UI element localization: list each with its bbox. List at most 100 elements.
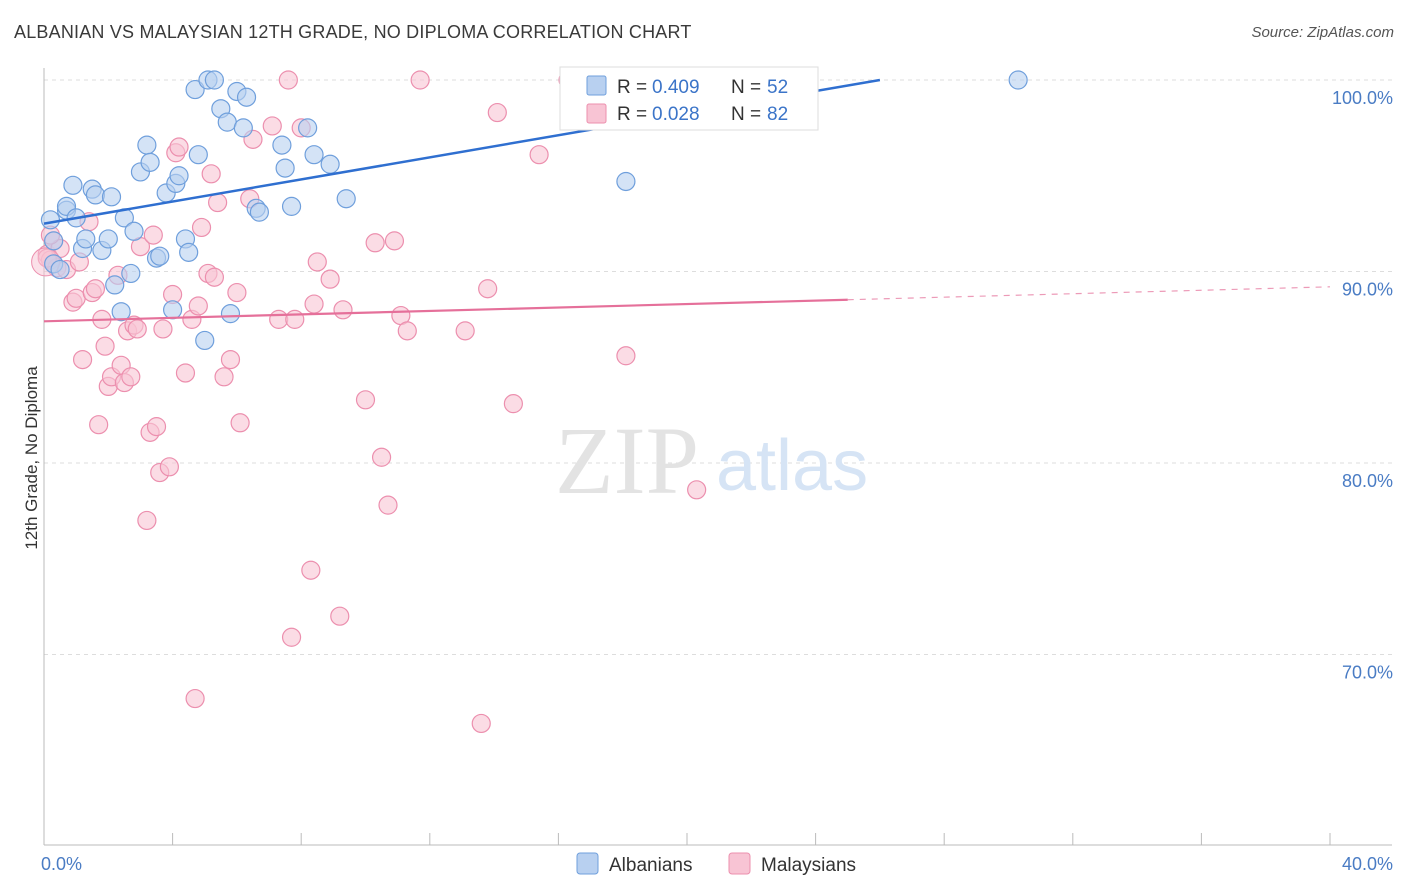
- albanian-point-48: [304, 145, 324, 165]
- albanian-point-13: [98, 229, 118, 249]
- malaysian-points: [31, 70, 707, 734]
- y-tick-label-3: 70.0%: [1342, 663, 1393, 683]
- malaysian-point-59: [307, 252, 327, 272]
- legend-swatch-malaysians: [586, 103, 607, 124]
- albanian-point-43: [249, 202, 270, 222]
- albanian-point-30: [179, 242, 199, 262]
- malaysian-point-67: [384, 231, 405, 251]
- albanian-points: [40, 70, 1028, 351]
- albanian-point-37: [217, 112, 237, 132]
- malaysian-point-73: [478, 279, 498, 299]
- albanian-point-19: [124, 221, 144, 241]
- bottom-legend-swatch-malaysians: [728, 852, 751, 875]
- malaysian-point-60: [320, 269, 340, 289]
- legend-n-label-malaysians: N =: [731, 104, 761, 125]
- legend-swatch-albanians: [586, 75, 607, 96]
- albanian-point-44: [272, 135, 292, 155]
- correlation-legend: R = 0.409 N = 52 R = 0.028 N = 82: [559, 66, 819, 131]
- malaysian-point-13: [89, 415, 109, 435]
- y-axis-label: 12th Grade, No Diploma: [22, 366, 41, 550]
- watermark-atlas: atlas: [716, 426, 868, 506]
- malaysian-point-70: [410, 70, 430, 90]
- malaysian-point-22: [121, 367, 141, 387]
- malaysian-point-52: [269, 309, 289, 329]
- legend-r-label-albanians: R =: [617, 77, 647, 98]
- albanian-point-40: [233, 118, 253, 138]
- legend-r-value-malaysians: 0.028: [652, 104, 700, 125]
- albanian-point-52: [1008, 70, 1028, 90]
- malaysian-point-71: [455, 321, 475, 341]
- malaysian-point-35: [169, 137, 189, 157]
- bottom-legend-label-malaysians: Malaysians: [761, 855, 856, 876]
- albanian-point-28: [169, 166, 189, 186]
- albanian-point-14: [101, 187, 122, 207]
- malaysian-point-63: [355, 390, 376, 410]
- malaysian-point-53: [278, 70, 298, 90]
- albanian-point-47: [298, 118, 318, 138]
- chart-title: ALBANIAN VS MALAYSIAN 12TH GRADE, NO DIP…: [14, 22, 692, 42]
- albanian-point-18: [121, 263, 141, 284]
- x-tick-label-0: 0.0%: [41, 854, 82, 874]
- x-tick-labels: 0.0% 40.0%: [41, 854, 1393, 874]
- source-label: Source: ZipAtlas.com: [1251, 24, 1394, 41]
- malaysian-point-45: [214, 367, 234, 387]
- malaysian-point-78: [616, 346, 636, 366]
- malaysian-point-15: [95, 336, 115, 356]
- albanian-point-32: [188, 145, 208, 165]
- bottom-legend-label-albanians: Albanians: [609, 855, 692, 876]
- axes: [43, 68, 1392, 846]
- malaysian-point-39: [188, 296, 208, 316]
- watermark-zip: ZIP: [555, 407, 699, 514]
- legend-n-value-albanians: 52: [767, 77, 788, 98]
- malaysian-point-66: [378, 495, 398, 515]
- malaysian-point-40: [191, 217, 212, 238]
- malaysian-point-26: [137, 510, 157, 531]
- malaysian-trend-extension: [847, 286, 1331, 301]
- albanian-point-45: [275, 158, 295, 178]
- malaysian-point-57: [301, 560, 321, 580]
- series-legend: Albanians Malaysians: [576, 852, 856, 876]
- legend-r-label-malaysians: R =: [617, 104, 647, 125]
- albanian-point-46: [281, 196, 302, 216]
- malaysian-point-38: [185, 688, 205, 709]
- y-tick-labels: 100.0% 90.0% 80.0% 70.0%: [1332, 88, 1393, 683]
- albanian-point-11: [85, 185, 106, 205]
- malaysian-point-72: [471, 713, 491, 734]
- malaysian-point-7: [66, 288, 86, 308]
- malaysian-point-12: [85, 279, 106, 299]
- malaysian-point-55: [285, 309, 305, 329]
- legend-n-value-malaysians: 82: [767, 104, 788, 125]
- albanian-point-51: [616, 171, 636, 192]
- malaysian-point-9: [72, 349, 93, 370]
- malaysian-point-69: [397, 321, 417, 341]
- malaysian-point-61: [330, 606, 350, 626]
- albanian-point-35: [204, 70, 224, 90]
- malaysian-point-44: [208, 192, 228, 213]
- legend-r-value-albanians: 0.409: [652, 77, 700, 98]
- albanian-point-49: [320, 154, 340, 174]
- legend-n-label-albanians: N =: [731, 77, 761, 98]
- albanian-point-0: [40, 210, 61, 230]
- malaysian-point-75: [503, 394, 523, 414]
- albanian-point-3: [50, 259, 70, 280]
- malaysian-trend-line: [43, 298, 848, 323]
- malaysian-point-58: [304, 294, 324, 314]
- albanian-point-9: [76, 229, 96, 249]
- albanian-point-41: [236, 87, 257, 107]
- malaysian-point-28: [143, 225, 163, 245]
- y-tick-label-0: 100.0%: [1332, 88, 1393, 108]
- albanian-point-31: [185, 79, 205, 100]
- x-tick-label-1: 40.0%: [1342, 854, 1393, 874]
- grid-lines: [44, 79, 1392, 655]
- malaysian-point-79: [687, 480, 707, 500]
- malaysian-point-65: [371, 447, 392, 467]
- malaysian-point-51: [262, 116, 282, 136]
- albanian-point-24: [150, 246, 170, 266]
- malaysian-point-42: [201, 164, 221, 184]
- malaysian-point-24: [127, 319, 147, 339]
- malaysian-point-32: [159, 457, 179, 477]
- albanian-point-50: [336, 189, 356, 209]
- albanian-point-33: [195, 330, 215, 351]
- watermark: ZIP atlas: [555, 407, 868, 514]
